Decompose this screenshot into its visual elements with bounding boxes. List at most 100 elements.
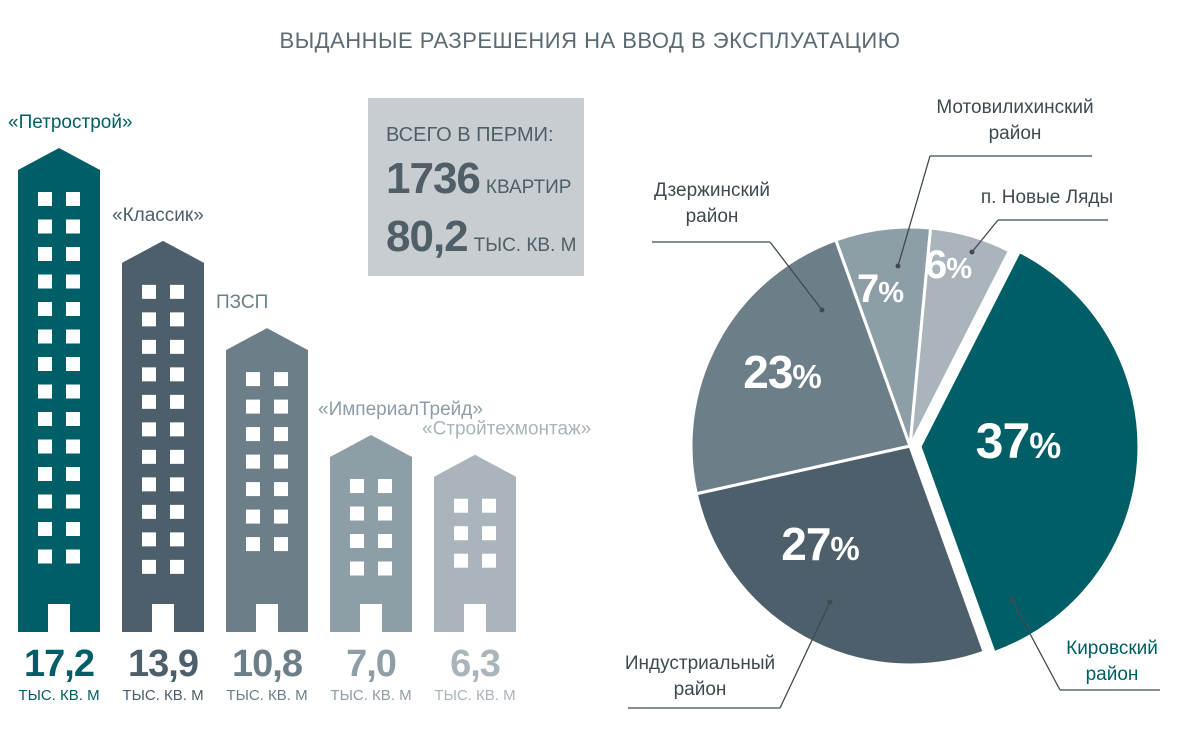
pie-leader-dot [969, 249, 975, 255]
window [38, 467, 52, 481]
pie-category-label: Мотовилихинский [936, 97, 1093, 118]
window [170, 284, 184, 299]
window [274, 427, 288, 442]
pie-leader-line [779, 601, 831, 709]
bar-category-label: «ИмпериалТрейд» [318, 399, 483, 420]
window [38, 522, 52, 536]
pie-leader-line [897, 155, 931, 267]
pie-value-label: 23% [743, 346, 821, 398]
pie-leader-line [769, 241, 823, 311]
building-bar [434, 454, 516, 632]
window [246, 537, 260, 552]
window [246, 482, 260, 497]
window [246, 372, 260, 387]
window [274, 482, 288, 497]
window [142, 312, 156, 327]
totals-apartments-value: 1736 [386, 154, 481, 203]
window [66, 549, 80, 564]
pie-category-label: Кировский [1066, 638, 1158, 659]
building-bar-shape [122, 240, 204, 632]
window [142, 367, 156, 382]
pie-category-label: Дзержинский [654, 180, 770, 201]
pie-slice [694, 444, 987, 667]
building-bar [226, 328, 308, 632]
pie-category-label: район [674, 679, 727, 700]
window [482, 526, 496, 541]
window [378, 534, 392, 549]
window [38, 247, 52, 261]
window [66, 274, 80, 289]
bar-value-label: 7,0 [346, 643, 396, 685]
window [482, 553, 496, 568]
window [38, 384, 52, 399]
window [38, 329, 52, 344]
totals-apartments: 1736 КВАРТИР [386, 154, 571, 204]
window [350, 534, 364, 549]
window [38, 549, 52, 564]
window [142, 449, 156, 464]
building-bar-shape [330, 435, 412, 632]
building-bar [330, 435, 412, 632]
window [170, 449, 184, 464]
window [66, 329, 80, 344]
bar-unit-label: ТЫС. КВ. М [226, 687, 307, 704]
window [66, 247, 80, 261]
bar-unit-label: ТЫС. КВ. М [18, 687, 99, 704]
window [274, 372, 288, 387]
bar-unit-label: ТЫС. КВ. М [434, 687, 515, 704]
window [142, 504, 156, 519]
window [170, 339, 184, 354]
pie-leader-dot [895, 263, 901, 269]
window [454, 526, 468, 541]
window [246, 509, 260, 524]
window [350, 506, 364, 521]
building-door [360, 604, 382, 632]
window [170, 504, 184, 519]
window [170, 422, 184, 437]
bar-category-label: «Стройтехмонтаж» [422, 419, 591, 440]
building-bar [122, 240, 204, 632]
bar-category-label: «Классик» [112, 205, 204, 226]
window [66, 467, 80, 481]
window [142, 284, 156, 299]
window [170, 559, 184, 574]
window [274, 399, 288, 414]
window [38, 494, 52, 509]
pie-leader-dot [827, 599, 833, 605]
pie-category-label: п. Новые Ляды [981, 187, 1113, 208]
pie-slice [918, 249, 1141, 655]
window [142, 559, 156, 574]
window [170, 477, 184, 492]
window [170, 367, 184, 382]
totals-box: ВСЕГО В ПЕРМИ: 1736 КВАРТИР 80,2 ТЫС. КВ. … [368, 98, 584, 276]
window [246, 427, 260, 442]
bar-category-label: ПЗСП [216, 292, 268, 313]
bar-value-label: 6,3 [450, 643, 500, 685]
window [350, 561, 364, 576]
window [378, 479, 392, 494]
pie-leader-line [1011, 599, 1061, 691]
bar-value-label: 17,2 [24, 643, 94, 685]
window [274, 509, 288, 524]
chart-title: ВЫДАННЫЕ РАЗРЕШЕНИЯ НА ВВОД В ЭКСПЛУАТАЦ… [279, 28, 901, 53]
bar-value-label: 10,8 [232, 643, 302, 685]
window [454, 498, 468, 513]
pie-value-label: 6% [925, 243, 972, 287]
pie-value-label: 27% [781, 518, 859, 570]
window [142, 477, 156, 492]
building-bar-shape [18, 148, 100, 632]
bar-unit-label: ТЫС. КВ. М [330, 687, 411, 704]
window [66, 522, 80, 536]
window [142, 422, 156, 437]
totals-apartments-unit: КВАРТИР [485, 177, 572, 198]
window [482, 498, 496, 513]
totals-area-value: 80,2 [386, 212, 469, 261]
window [66, 439, 80, 454]
pie-value-label: 7% [857, 267, 904, 311]
window [274, 454, 288, 469]
window [38, 357, 52, 371]
window [38, 302, 52, 316]
building-bar-shape [226, 328, 308, 632]
window [454, 553, 468, 568]
